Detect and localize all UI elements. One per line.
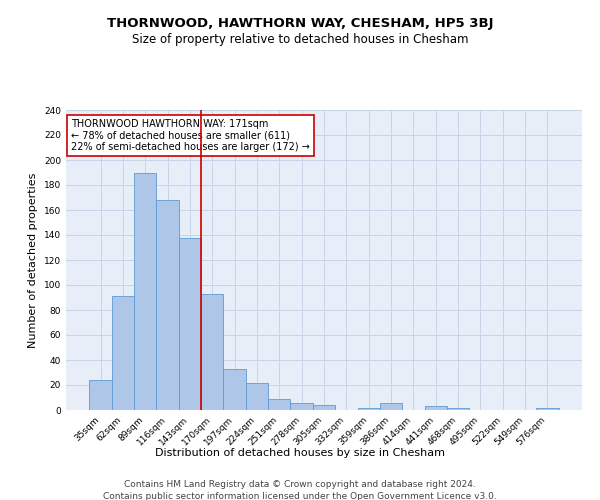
Bar xyxy=(536,408,559,410)
Text: Contains HM Land Registry data © Crown copyright and database right 2024.: Contains HM Land Registry data © Crown c… xyxy=(124,480,476,489)
Bar xyxy=(425,406,447,410)
Bar xyxy=(179,238,201,410)
Bar xyxy=(290,402,313,410)
Bar xyxy=(246,382,268,410)
Text: THORNWOOD, HAWTHORN WAY, CHESHAM, HP5 3BJ: THORNWOOD, HAWTHORN WAY, CHESHAM, HP5 3B… xyxy=(107,18,493,30)
Bar xyxy=(268,399,290,410)
Bar xyxy=(134,172,157,410)
Text: Size of property relative to detached houses in Chesham: Size of property relative to detached ho… xyxy=(132,32,468,46)
Bar xyxy=(380,402,402,410)
Text: Contains public sector information licensed under the Open Government Licence v3: Contains public sector information licen… xyxy=(103,492,497,500)
Bar xyxy=(223,369,246,410)
Text: THORNWOOD HAWTHORN WAY: 171sqm
← 78% of detached houses are smaller (611)
22% of: THORNWOOD HAWTHORN WAY: 171sqm ← 78% of … xyxy=(71,119,310,152)
Bar xyxy=(89,380,112,410)
Y-axis label: Number of detached properties: Number of detached properties xyxy=(28,172,38,348)
Bar xyxy=(447,408,469,410)
Bar xyxy=(157,200,179,410)
Bar xyxy=(201,294,223,410)
Bar xyxy=(313,405,335,410)
Bar xyxy=(358,408,380,410)
Bar xyxy=(112,296,134,410)
Text: Distribution of detached houses by size in Chesham: Distribution of detached houses by size … xyxy=(155,448,445,458)
